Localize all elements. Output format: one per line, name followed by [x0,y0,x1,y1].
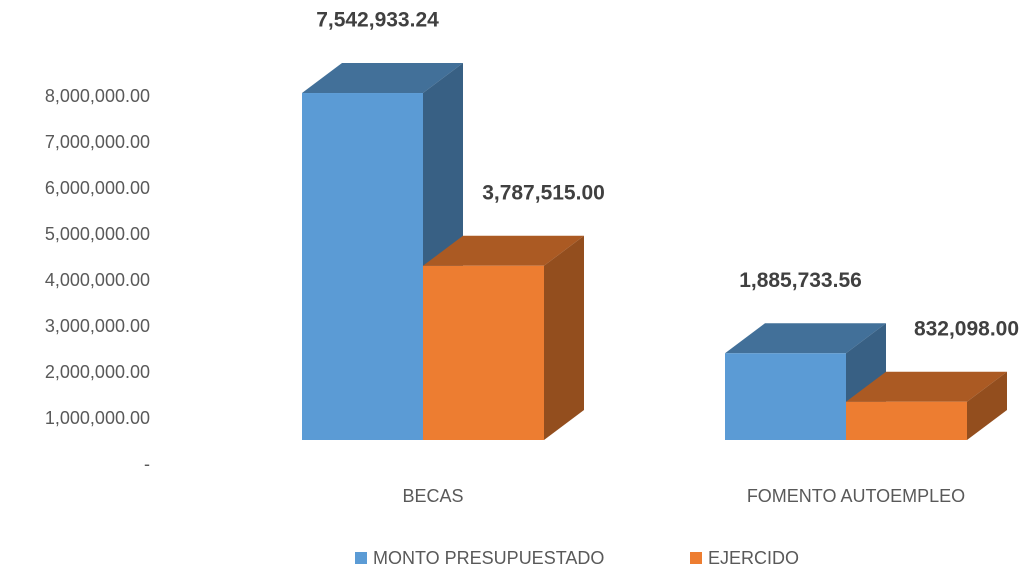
y-tick-label: 2,000,000.00 [45,362,150,382]
legend-swatch [355,552,367,564]
value-label: 3,787,515.00 [482,181,605,204]
y-tick-label: 1,000,000.00 [45,408,150,428]
bar-face [967,371,1007,440]
bar-face [423,235,584,266]
bar-face [725,353,846,440]
y-tick-label: - [144,454,150,474]
x-tick-label: FOMENTO AUTOEMPLEO [747,486,965,506]
legend-label: EJERCIDO [708,548,799,568]
value-label: 832,098.00 [914,317,1019,340]
y-tick-label: 7,000,000.00 [45,132,150,152]
y-tick-label: 5,000,000.00 [45,224,150,244]
bar-face [725,323,886,354]
bar-face [302,93,423,440]
x-tick-label: BECAS [402,486,463,506]
legend-swatch [690,552,702,564]
y-tick-label: 3,000,000.00 [45,316,150,336]
bar [423,235,584,440]
bar-face [423,265,544,440]
bar-face [846,401,967,440]
value-label: 7,542,933.24 [316,9,439,32]
legend-label: MONTO PRESUPUESTADO [373,548,604,568]
value-label: 1,885,733.56 [739,269,862,292]
y-tick-label: 6,000,000.00 [45,178,150,198]
y-tick-label: 8,000,000.00 [45,86,150,106]
bar-face [846,371,1007,402]
y-tick-label: 4,000,000.00 [45,270,150,290]
bar-face [302,63,463,94]
bar [846,371,1007,440]
bar-face [544,235,584,440]
